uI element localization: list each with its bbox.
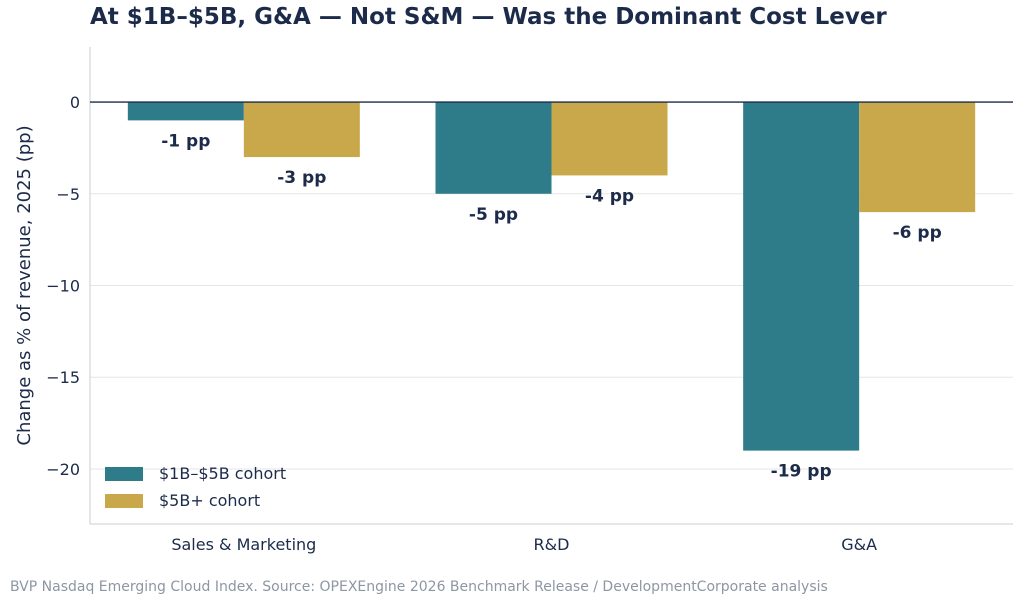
x-tick-label: R&D <box>534 535 570 554</box>
bar-1-1 <box>127 102 244 121</box>
legend-swatch-series-1 <box>105 466 143 481</box>
y-tick-label: −15 <box>46 368 80 387</box>
legend-label-series-1: $1B–$5B cohort <box>159 464 287 483</box>
data-label: -19 pp <box>771 462 832 482</box>
y-tick-label: −5 <box>56 185 80 204</box>
data-label: -3 pp <box>277 168 326 188</box>
source-note: BVP Nasdaq Emerging Cloud Index. Source:… <box>10 579 828 595</box>
bar-1-3 <box>743 102 860 451</box>
data-label: -1 pp <box>161 131 210 151</box>
bar-1-2 <box>435 102 552 194</box>
y-tick-label: −20 <box>46 460 80 479</box>
y-tick-label: −10 <box>46 277 80 296</box>
legend-label-series-2: $5B+ cohort <box>159 491 261 510</box>
data-label: -6 pp <box>893 223 942 243</box>
legend-item-series-2: $5B+ cohort <box>105 487 286 514</box>
y-tick-label: 0 <box>70 93 80 112</box>
x-tick-label: G&A <box>841 535 877 554</box>
x-tick-label: Sales & Marketing <box>171 535 316 554</box>
data-label: -4 pp <box>585 186 634 206</box>
legend-swatch-series-2 <box>105 493 143 508</box>
data-label: -5 pp <box>469 205 518 225</box>
bar-2-2 <box>551 102 668 176</box>
bar-2-1 <box>243 102 360 158</box>
chart-legend: $1B–$5B cohort $5B+ cohort <box>105 460 286 514</box>
bar-2-3 <box>859 102 976 213</box>
legend-item-series-1: $1B–$5B cohort <box>105 460 286 487</box>
y-axis-label: Change as % of revenue, 2025 (pp) <box>14 125 35 445</box>
chart-title: At $1B–$5B, G&A — Not S&M — Was the Domi… <box>90 4 887 30</box>
